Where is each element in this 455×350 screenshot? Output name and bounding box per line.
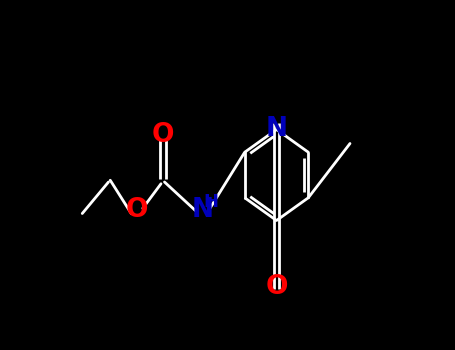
- Text: N: N: [192, 197, 214, 223]
- Text: H: H: [203, 193, 218, 211]
- Text: O: O: [152, 122, 174, 148]
- Text: O: O: [125, 197, 148, 223]
- Text: N: N: [266, 117, 288, 142]
- Text: O: O: [265, 274, 288, 300]
